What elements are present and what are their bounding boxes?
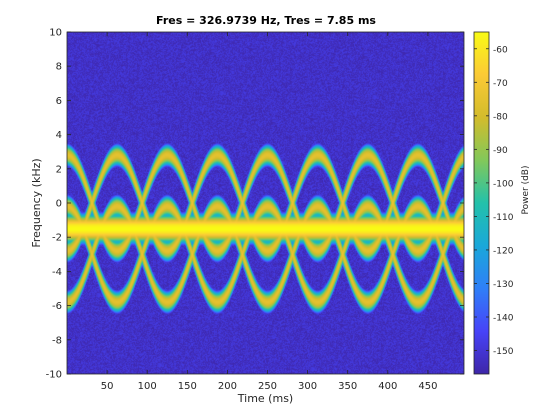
colorbar-tick-label: -60 xyxy=(493,45,508,55)
x-tick-label: 250 xyxy=(258,381,277,392)
y-tick-label: -4 xyxy=(52,267,62,278)
chart-title: Fres = 326.9739 Hz, Tres = 7.85 ms xyxy=(156,14,376,27)
y-tick-label: -8 xyxy=(52,335,62,346)
y-tick-label: -6 xyxy=(52,301,62,312)
x-tick-label: 300 xyxy=(298,381,317,392)
colorbar-tick-label: -80 xyxy=(493,112,508,122)
y-tick-label: 2 xyxy=(56,164,62,175)
colorbar-tick-label: -70 xyxy=(493,79,508,89)
y-tick-label: 6 xyxy=(56,96,62,107)
colorbar-tick-label: -110 xyxy=(493,213,514,223)
colorbar-label: Power (dB) xyxy=(521,166,531,215)
y-tick-label: 0 xyxy=(56,199,62,210)
y-axis: -10 -8 -6 -4 -2 0 2 4 6 8 10 xyxy=(46,28,464,381)
colorbar-tick-label: -130 xyxy=(493,280,514,290)
x-tick-label: 400 xyxy=(378,381,397,392)
colorbar xyxy=(473,31,490,375)
y-axis-label: Frequency (kHz) xyxy=(30,158,43,247)
x-tick-label: 350 xyxy=(338,381,357,392)
y-tick-label: -10 xyxy=(46,370,62,381)
x-tick-label: 150 xyxy=(178,381,197,392)
x-axis-label: Time (ms) xyxy=(237,392,293,405)
y-tick-label: 8 xyxy=(56,62,62,73)
x-tick-label: 50 xyxy=(101,381,114,392)
x-tick-label: 200 xyxy=(218,381,237,392)
x-tick-label: 100 xyxy=(138,381,157,392)
x-axis: 50 100 150 200 250 300 350 400 450 xyxy=(101,32,437,392)
colorbar-tick-label: -150 xyxy=(493,347,514,357)
y-tick-label: 4 xyxy=(56,130,62,141)
colorbar-axis: -60 -70 -80 -90 -100 -110 -120 -130 -140 -150 xyxy=(474,45,514,357)
y-tick-label: 10 xyxy=(49,28,62,39)
x-tick-label: 450 xyxy=(418,381,437,392)
colorbar-tick-label: -140 xyxy=(493,314,514,324)
y-tick-label: -2 xyxy=(52,233,62,244)
plot-area xyxy=(67,32,464,374)
colorbar-tick-label: -100 xyxy=(493,179,514,189)
colorbar-tick-label: -90 xyxy=(493,146,508,156)
colorbar-tick-label: -120 xyxy=(493,246,514,256)
spectrogram-heatmap xyxy=(67,32,464,374)
